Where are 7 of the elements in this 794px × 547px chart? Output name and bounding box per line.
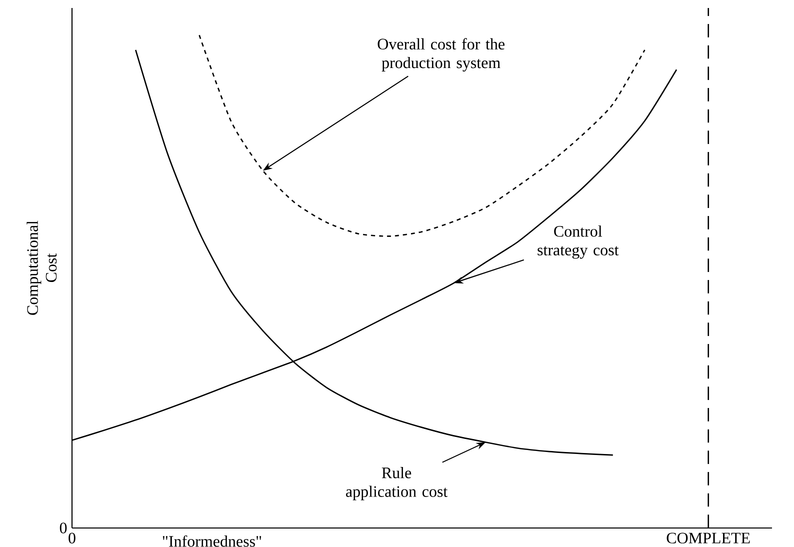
x-axis-title: "Informedness" xyxy=(162,535,262,547)
y-axis-title: Computational Cost xyxy=(26,220,57,315)
annotation: Control strategy cost xyxy=(538,226,619,259)
annotation: 0 xyxy=(60,522,67,534)
x-tick-label: COMPLETE xyxy=(666,532,750,544)
annotation: Overall cost for the production system xyxy=(378,38,505,72)
annotation: Rule application cost xyxy=(346,467,448,500)
